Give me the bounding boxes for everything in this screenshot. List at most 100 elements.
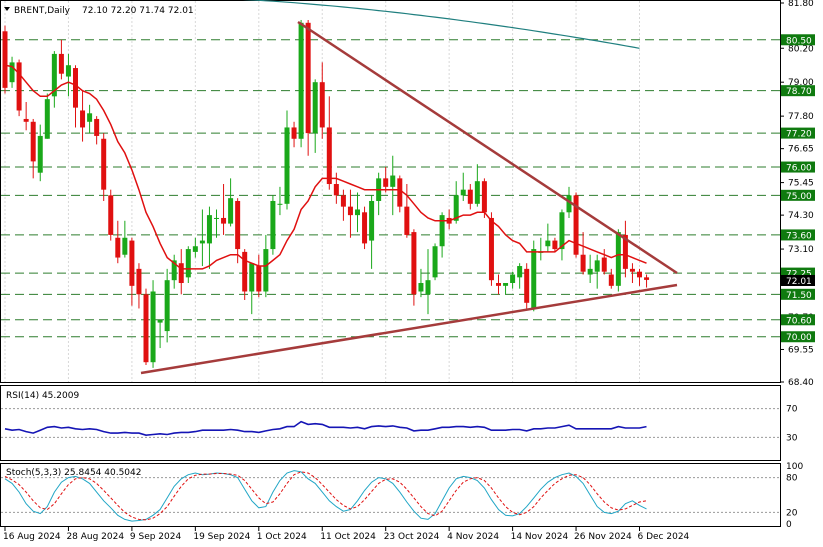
level-tag <box>781 288 815 300</box>
level-tag-label: 75.00 <box>786 192 812 202</box>
candle-body <box>115 237 121 258</box>
candle-body <box>94 118 100 136</box>
candle-body <box>178 263 184 284</box>
candle-body <box>453 195 459 221</box>
time-tick-label: 6 Dec 2024 <box>638 532 690 542</box>
stoch-d-line <box>4 471 647 521</box>
candle-body <box>637 271 642 278</box>
candle-body <box>425 280 431 295</box>
candle-body <box>601 257 607 272</box>
candle-body <box>108 195 114 235</box>
candle-body <box>496 283 501 286</box>
candle-body <box>87 113 93 122</box>
candle-body <box>566 195 572 213</box>
candle-body <box>58 53 64 74</box>
candle-body <box>362 212 368 244</box>
candle-body <box>30 121 36 162</box>
candle-body <box>171 260 177 281</box>
candle-body <box>404 206 410 235</box>
candle-body <box>439 215 445 247</box>
candle-body <box>65 65 71 77</box>
level-tag-label: 76.00 <box>786 164 812 174</box>
candle-body <box>326 127 332 185</box>
candle-body <box>608 274 614 286</box>
candle-body <box>9 62 15 83</box>
time-tick-label: 16 Aug 2024 <box>3 532 61 542</box>
price-panel-frame <box>0 0 781 383</box>
stoch-tick-label: 0 <box>786 520 792 530</box>
candle-body <box>164 280 170 332</box>
current-price-tag: 72.01 <box>781 275 815 287</box>
candle-body <box>263 249 269 292</box>
candle-body <box>44 99 50 139</box>
candle-body <box>545 240 551 247</box>
candle-body <box>390 175 396 187</box>
candle-body <box>249 263 255 292</box>
candle-body <box>51 53 57 97</box>
candle-body <box>129 240 135 286</box>
candle-body <box>333 184 339 196</box>
candle-body <box>16 62 22 111</box>
candle-body <box>291 127 297 139</box>
level-tag-label: 73.60 <box>786 231 812 241</box>
candle-body <box>488 217 494 281</box>
level-tag-label: 78.70 <box>786 87 812 97</box>
level-tag-label: 70.00 <box>786 333 812 343</box>
candle-body <box>467 189 473 204</box>
candle-body <box>629 268 635 272</box>
candle-body <box>101 138 107 190</box>
level-tag <box>781 127 815 139</box>
current-price-label: 72.01 <box>786 277 812 287</box>
candle-body <box>552 240 558 250</box>
candle-body <box>573 195 579 255</box>
candle-body <box>143 294 149 363</box>
ascending-trendline <box>140 283 678 375</box>
candle-body <box>277 203 283 205</box>
price-tick-label: 73.10 <box>788 245 814 255</box>
candle-body <box>644 277 650 280</box>
rsi-tick-label: 30 <box>786 433 798 443</box>
level-tag <box>781 314 815 326</box>
candle-body <box>185 249 191 278</box>
stoch-panel: 100 80 20 0 <box>1 462 803 530</box>
level-tag <box>781 267 815 279</box>
candle-body <box>340 195 346 207</box>
level-tag-label: 77.20 <box>786 130 812 140</box>
candle-body <box>298 22 304 139</box>
time-tick-label: 23 Oct 2024 <box>384 532 440 542</box>
candle-body <box>559 212 565 250</box>
price-tick-label: 75.45 <box>788 179 814 189</box>
candle-body <box>192 246 198 252</box>
level-tag <box>781 34 815 46</box>
moving-averages <box>4 0 647 270</box>
price-tick-label: 80.20 <box>788 44 814 54</box>
time-tick-label: 28 Aug 2024 <box>66 532 124 542</box>
candle-body <box>594 260 600 272</box>
candle-body <box>531 249 537 309</box>
stoch-tick-label: 80 <box>786 474 798 484</box>
price-tick-label: 81.80 <box>788 0 814 9</box>
time-tick-label: 19 Sep 2024 <box>193 532 250 542</box>
collapse-triangle-icon[interactable] <box>4 7 10 11</box>
candle-body <box>214 217 219 219</box>
candle-body <box>397 178 403 207</box>
symbol-label: BRENT,Daily <box>14 6 71 16</box>
candle-body <box>369 200 375 241</box>
time-axis: 16 Aug 2024 28 Aug 2024 9 Sep 2024 19 Sep 2… <box>3 527 690 542</box>
price-tick-label: 77.80 <box>788 112 814 122</box>
gridlines <box>4 1 640 382</box>
price-tick-label: 68.40 <box>788 378 814 388</box>
candle-body <box>312 82 318 134</box>
candle-body <box>418 283 424 292</box>
descending-trendline <box>297 20 678 275</box>
candle-body <box>622 234 628 269</box>
candle-body <box>284 127 290 204</box>
level-tag <box>781 229 815 241</box>
candle-body <box>23 118 29 122</box>
candle-body <box>37 135 43 173</box>
candle-body <box>524 268 530 303</box>
candle-body <box>2 31 8 88</box>
stoch-tick-label: 20 <box>786 508 798 518</box>
candle-body <box>73 68 78 108</box>
